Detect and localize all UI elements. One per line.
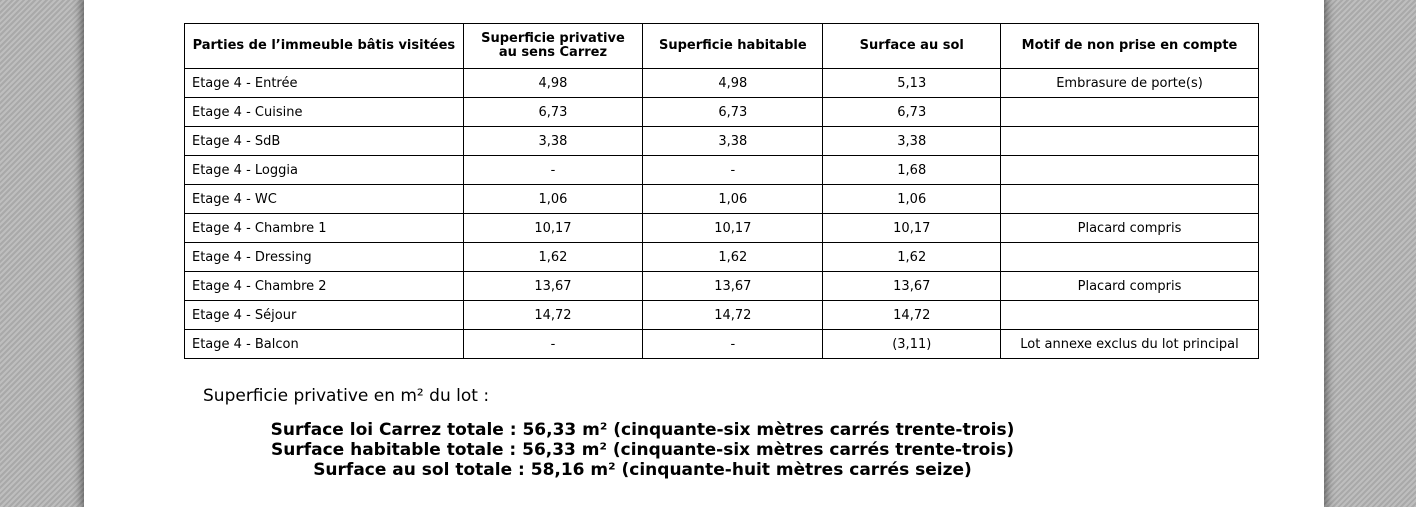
table-header-row: Parties de l’immeuble bâtis visitées Sup… (184, 23, 1259, 69)
cell-sol: 10,17 (822, 213, 1002, 243)
table-row: Etage 4 - Loggia - - 1,68 (184, 155, 1259, 185)
cell-habitable: 4,98 (642, 68, 824, 98)
habitable-total: Surface habitable totale : 56,33 m² (cin… (270, 440, 1015, 460)
cell-carrez: 1,06 (462, 184, 644, 214)
header-motif: Motif de non prise en compte (1000, 23, 1259, 69)
cell-room: Etage 4 - Loggia (184, 155, 464, 185)
table-row: Etage 4 - WC 1,06 1,06 1,06 (184, 184, 1259, 214)
cell-sol: (3,11) (822, 329, 1002, 359)
cell-habitable: 14,72 (642, 300, 824, 330)
cell-motif: Embrasure de porte(s) (1000, 68, 1259, 98)
cell-room: Etage 4 - Dressing (184, 242, 464, 272)
cell-carrez: 1,62 (462, 242, 644, 272)
header-sol: Surface au sol (822, 23, 1002, 69)
header-parties: Parties de l’immeuble bâtis visitées (184, 23, 464, 69)
cell-room: Etage 4 - SdB (184, 126, 464, 156)
document-page: Parties de l’immeuble bâtis visitées Sup… (84, 0, 1324, 507)
cell-motif: Lot annexe exclus du lot principal (1000, 329, 1259, 359)
cell-sol: 1,06 (822, 184, 1002, 214)
cell-habitable: 13,67 (642, 271, 824, 301)
cell-room: Etage 4 - Séjour (184, 300, 464, 330)
table-row: Etage 4 - Balcon - - (3,11) Lot annexe e… (184, 329, 1259, 359)
cell-carrez: 13,67 (462, 271, 644, 301)
cell-motif (1000, 184, 1259, 214)
carrez-total: Surface loi Carrez totale : 56,33 m² (ci… (270, 420, 1015, 440)
cell-carrez: - (462, 155, 644, 185)
cell-carrez: - (462, 329, 644, 359)
cell-sol: 13,67 (822, 271, 1002, 301)
table-body: Etage 4 - Entrée 4,98 4,98 5,13 Embrasur… (184, 68, 1259, 359)
cell-habitable: 3,38 (642, 126, 824, 156)
table-row: Etage 4 - Entrée 4,98 4,98 5,13 Embrasur… (184, 68, 1259, 98)
totals-block: Surface loi Carrez totale : 56,33 m² (ci… (84, 420, 1201, 480)
cell-motif (1000, 300, 1259, 330)
surfaces-table: Parties de l’immeuble bâtis visitées Sup… (184, 23, 1259, 359)
table-row: Etage 4 - SdB 3,38 3,38 3,38 (184, 126, 1259, 156)
header-carrez: Superficie privative au sens Carrez (462, 23, 644, 69)
header-habitable: Superficie habitable (642, 23, 824, 69)
cell-carrez: 6,73 (462, 97, 644, 127)
cell-carrez: 14,72 (462, 300, 644, 330)
sol-total: Surface au sol totale : 58,16 m² (cinqua… (313, 460, 972, 480)
cell-carrez: 3,38 (462, 126, 644, 156)
table-row: Etage 4 - Dressing 1,62 1,62 1,62 (184, 242, 1259, 272)
cell-room: Etage 4 - WC (184, 184, 464, 214)
cell-carrez: 10,17 (462, 213, 644, 243)
cell-motif: Placard compris (1000, 213, 1259, 243)
cell-habitable: - (642, 155, 824, 185)
table-row: Etage 4 - Chambre 1 10,17 10,17 10,17 Pl… (184, 213, 1259, 243)
cell-motif (1000, 126, 1259, 156)
cell-room: Etage 4 - Chambre 1 (184, 213, 464, 243)
cell-habitable: 10,17 (642, 213, 824, 243)
cell-room: Etage 4 - Entrée (184, 68, 464, 98)
cell-room: Etage 4 - Balcon (184, 329, 464, 359)
cell-habitable: - (642, 329, 824, 359)
cell-sol: 5,13 (822, 68, 1002, 98)
cell-motif (1000, 97, 1259, 127)
cell-habitable: 6,73 (642, 97, 824, 127)
cell-room: Etage 4 - Chambre 2 (184, 271, 464, 301)
cell-room: Etage 4 - Cuisine (184, 97, 464, 127)
cell-sol: 3,38 (822, 126, 1002, 156)
cell-motif (1000, 242, 1259, 272)
cell-habitable: 1,06 (642, 184, 824, 214)
cell-sol: 1,68 (822, 155, 1002, 185)
cell-sol: 6,73 (822, 97, 1002, 127)
cell-sol: 14,72 (822, 300, 1002, 330)
cell-motif: Placard compris (1000, 271, 1259, 301)
cell-habitable: 1,62 (642, 242, 824, 272)
table-row: Etage 4 - Chambre 2 13,67 13,67 13,67 Pl… (184, 271, 1259, 301)
cell-carrez: 4,98 (462, 68, 644, 98)
table-row: Etage 4 - Séjour 14,72 14,72 14,72 (184, 300, 1259, 330)
cell-motif (1000, 155, 1259, 185)
summary-label: Superficie privative en m² du lot : (203, 386, 490, 406)
cell-sol: 1,62 (822, 242, 1002, 272)
table-row: Etage 4 - Cuisine 6,73 6,73 6,73 (184, 97, 1259, 127)
